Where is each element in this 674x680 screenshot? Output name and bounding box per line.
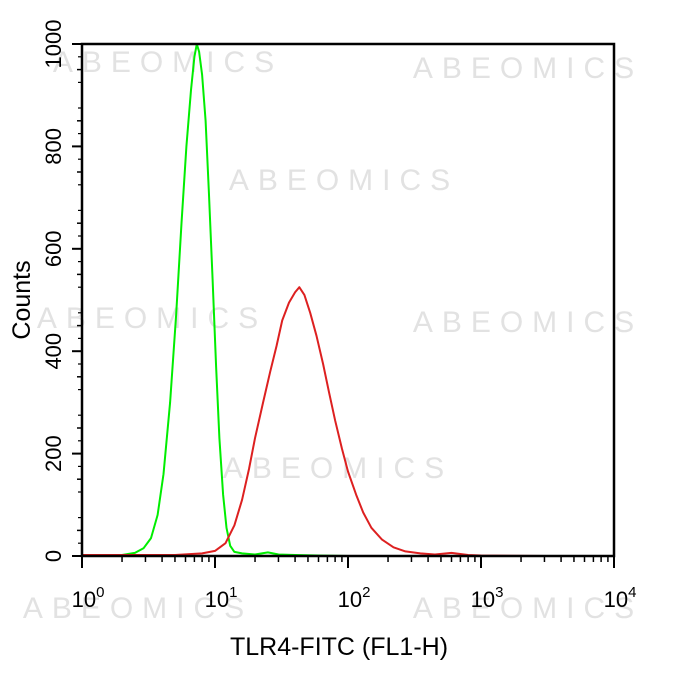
series-line-2 [82,286,614,557]
series-line-1 [82,43,614,557]
watermark-text: ABEOMICS [23,592,253,625]
ticks-layer: 0 200 400 600 800 1000 100 101 102 103 104 [41,20,636,612]
y-tick-label: 600 [41,230,66,267]
x-tick-label: 101 [205,584,238,612]
watermark-text: ABEOMICS [413,306,643,339]
watermark-text: ABEOMICS [229,164,459,197]
watermark-text: ABEOMICS [223,452,453,485]
y-tick-label: 0 [41,550,66,562]
watermark-text: ABEOMICS [413,52,643,85]
watermark-layer: ABEOMICS ABEOMICS ABEOMICS ABEOMICS ABEOMICS… [23,46,643,625]
series-layer [82,43,614,557]
x-tick-label: 104 [604,584,637,612]
watermark-text: ABEOMICS [37,302,267,335]
y-tick-label: 1000 [41,20,66,69]
x-axis-title: TLR4-FITC (FL1-H) [230,633,448,661]
x-tick-label: 103 [471,584,504,612]
x-tick-label: 100 [72,584,105,612]
watermark-text: ABEOMICS [53,46,283,79]
y-axis-title: Counts [8,260,36,339]
y-tick-label: 400 [41,333,66,370]
watermark-text: ABEOMICS [413,592,643,625]
y-tick-label: 200 [41,435,66,472]
y-tick-label: 800 [41,128,66,165]
x-tick-label: 102 [338,584,371,612]
